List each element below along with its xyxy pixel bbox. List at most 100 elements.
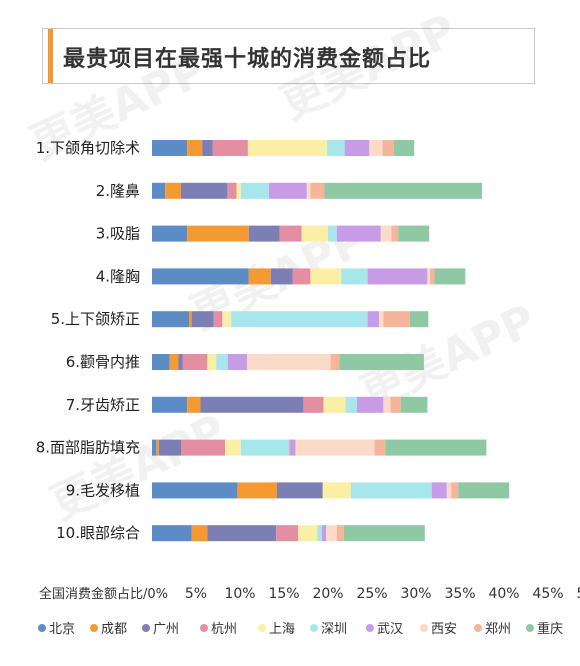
bar-segment: [248, 225, 280, 242]
bar-segment: [236, 182, 241, 199]
bar-segment: [152, 354, 170, 370]
legend-marker: [310, 624, 318, 632]
bar-segment: [152, 182, 166, 199]
bar-segment: [367, 268, 428, 285]
bar-segment: [401, 396, 428, 413]
bar-segment: [391, 225, 399, 242]
bar-segment: [182, 354, 208, 370]
bar-segment: [379, 311, 384, 328]
bar-segment: [202, 140, 213, 156]
bar-segment: [187, 225, 249, 242]
bar-segment: [326, 525, 337, 542]
bar-segment: [451, 482, 459, 499]
bar-segment: [181, 182, 228, 199]
legend-label: 武汉: [377, 622, 403, 637]
bar-segment: [152, 482, 238, 499]
bar-segment: [350, 482, 432, 499]
bar-segment: [270, 268, 293, 285]
bar-segment: [321, 525, 327, 542]
category-label: 1.下颌角切除术: [36, 139, 140, 157]
bar-segment: [191, 525, 208, 542]
bar-segment: [303, 396, 324, 413]
bar-segment: [227, 354, 248, 370]
x-tick-label: 45%: [532, 586, 563, 602]
legend-marker: [38, 624, 46, 632]
bar-segment: [328, 225, 337, 242]
legend-marker: [474, 624, 482, 632]
bar-segment: [207, 525, 276, 542]
bar-segment: [240, 182, 270, 199]
chart-title: 最贵项目在最强十城的消费金额占比: [63, 47, 432, 72]
bar-segment: [390, 396, 402, 413]
bar-segment: [216, 354, 228, 370]
bar-segment: [169, 354, 179, 370]
bar-segment: [383, 311, 410, 328]
bar-segment: [324, 182, 482, 199]
bar-segment: [231, 311, 368, 328]
bar-segment: [289, 439, 296, 456]
bar-segment: [409, 311, 429, 328]
bar-segment: [277, 482, 323, 499]
legend-label: 郑州: [485, 622, 511, 637]
bar-segment: [369, 140, 383, 156]
category-label: 8.面部脂肪填充: [36, 439, 140, 457]
legend-label: 深圳: [321, 622, 347, 637]
bar-segment: [394, 140, 415, 156]
bar-segment: [225, 439, 241, 456]
watermark-text: 更美APP: [273, 5, 464, 130]
category-label: 7.牙齿矫正: [66, 396, 140, 414]
legend-label: 西安: [431, 622, 457, 637]
bar-segment: [343, 525, 425, 542]
bar-segment: [187, 396, 201, 413]
bar-segment: [181, 439, 225, 456]
bar-segment: [434, 268, 466, 285]
bar-segment: [306, 182, 311, 199]
bar-segment: [213, 311, 223, 328]
legend-marker: [258, 624, 266, 632]
bar-segment: [178, 354, 183, 370]
category-label: 2.隆鼻: [96, 182, 140, 200]
legend-label: 成都: [101, 622, 127, 637]
bar-segment: [152, 268, 249, 285]
x-tick-label: 10%: [224, 586, 255, 602]
watermark-text: 更美APP: [43, 405, 234, 530]
x-tick-label: 30%: [400, 586, 431, 602]
bar-segment: [298, 525, 318, 542]
bar-segment: [156, 439, 159, 456]
bar-segment: [430, 268, 435, 285]
category-label: 3.吸脂: [96, 225, 140, 243]
bar-segment: [159, 439, 181, 456]
bar-segment: [247, 354, 331, 370]
legend-label: 重庆: [537, 621, 563, 637]
bar-segment: [344, 140, 370, 156]
bar-segment: [322, 482, 351, 499]
title-accent-bar: [48, 29, 53, 83]
bar-segment: [191, 311, 214, 328]
legend-marker: [526, 624, 534, 632]
bar-segment: [301, 225, 328, 242]
bar-segment: [446, 482, 452, 499]
bar-segment: [380, 225, 392, 242]
bar-segment: [327, 140, 345, 156]
category-label: 5.上下颌矫正: [51, 310, 140, 328]
bar-segment: [295, 439, 375, 456]
x-tick-label: 50%: [576, 586, 580, 602]
x-axis-title: 全国消费金额占比/0%: [39, 586, 168, 602]
bar-segment: [427, 268, 430, 285]
bar-segment: [212, 140, 248, 156]
bar-segment: [382, 140, 394, 156]
legend-marker: [142, 624, 150, 632]
bar-segment: [317, 525, 322, 542]
bar-segment: [458, 482, 510, 499]
category-label: 6.颧骨内推: [66, 353, 140, 371]
bar-segment: [240, 439, 290, 456]
bar-segment: [345, 396, 357, 413]
bar-segment: [276, 525, 299, 542]
legend-marker: [200, 624, 208, 632]
legend-marker: [420, 624, 428, 632]
legend-marker: [366, 624, 374, 632]
x-tick-label: 25%: [356, 586, 387, 602]
bar-segment: [367, 311, 379, 328]
bar-segment: [330, 354, 340, 370]
bar-segment: [385, 439, 487, 456]
